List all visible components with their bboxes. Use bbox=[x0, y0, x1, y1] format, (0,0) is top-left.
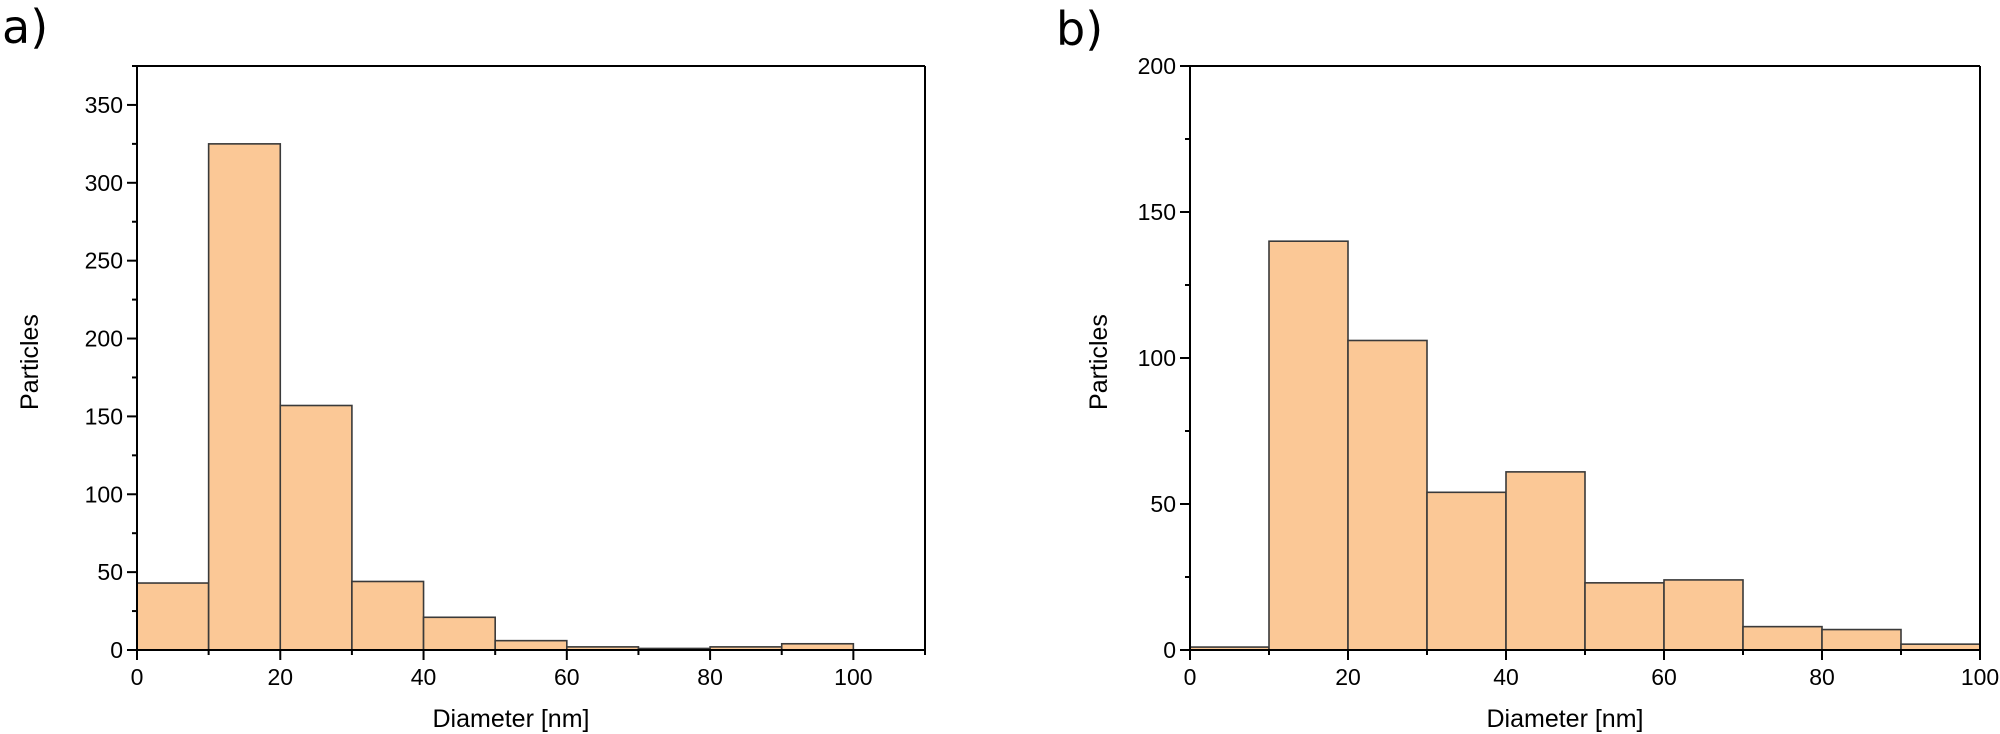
x-tick-label: 40 bbox=[1493, 664, 1519, 690]
histogram-bar bbox=[207, 143, 282, 651]
y-tick-label: 250 bbox=[85, 248, 123, 274]
y-tick-label: 0 bbox=[1163, 637, 1176, 663]
panel-a-label: a) bbox=[2, 0, 49, 54]
histogram-bar bbox=[422, 616, 496, 651]
y-tick-label: 150 bbox=[85, 403, 123, 429]
histogram-bar bbox=[1505, 471, 1586, 651]
histogram-bar bbox=[1742, 625, 1823, 651]
y-tick-label: 200 bbox=[85, 326, 123, 352]
y-tick-label: 50 bbox=[1150, 491, 1176, 517]
x-tick-label: 100 bbox=[834, 664, 872, 690]
y-tick-label: 50 bbox=[97, 559, 123, 585]
histogram-bar bbox=[1347, 339, 1428, 651]
y-tick-label: 150 bbox=[1138, 199, 1176, 225]
y-tick-label: 200 bbox=[1138, 53, 1176, 79]
y-axis-label: Particles bbox=[1085, 314, 1113, 410]
x-axis-label: Diameter [nm] bbox=[433, 705, 590, 733]
y-tick-label: 100 bbox=[85, 481, 123, 507]
histogram-bar bbox=[1268, 240, 1349, 651]
y-tick-label: 300 bbox=[85, 170, 123, 196]
histogram-bar bbox=[1426, 491, 1507, 651]
x-tick-label: 80 bbox=[697, 664, 723, 690]
histogram-bar bbox=[136, 582, 210, 651]
x-axis-label: Diameter [nm] bbox=[1487, 705, 1644, 733]
histogram-b: 0 50 100 150 200 0 20 40 60 80 100 Diameter [nm] Par… bbox=[1085, 53, 1999, 733]
histogram-bar bbox=[1821, 628, 1902, 651]
histogram-a: 0 50 100 150 200 250 300 350 0 20 40 60 80 100 Diamete… bbox=[16, 65, 926, 733]
histogram-bar bbox=[351, 580, 425, 651]
x-tick-label: 60 bbox=[1651, 664, 1677, 690]
y-tick-label: 100 bbox=[1138, 345, 1176, 371]
x-tick-label: 60 bbox=[554, 664, 580, 690]
x-tick-label: 20 bbox=[267, 664, 293, 690]
histogram-bar bbox=[1663, 579, 1744, 651]
y-tick-label: 350 bbox=[85, 92, 123, 118]
y-axis-label: Particles bbox=[16, 314, 44, 410]
x-tick-label: 20 bbox=[1335, 664, 1361, 690]
y-tick-label: 0 bbox=[110, 637, 123, 663]
x-tick-label: 80 bbox=[1809, 664, 1835, 690]
histogram-bar bbox=[494, 639, 568, 651]
histogram-bar bbox=[1584, 582, 1665, 651]
x-tick-label: 0 bbox=[131, 664, 144, 690]
x-tick-label: 40 bbox=[411, 664, 437, 690]
x-tick-label: 0 bbox=[1184, 664, 1197, 690]
histogram-bar bbox=[279, 404, 353, 651]
panel-b-label: b) bbox=[1056, 2, 1104, 56]
x-tick-label: 100 bbox=[1961, 664, 1999, 690]
